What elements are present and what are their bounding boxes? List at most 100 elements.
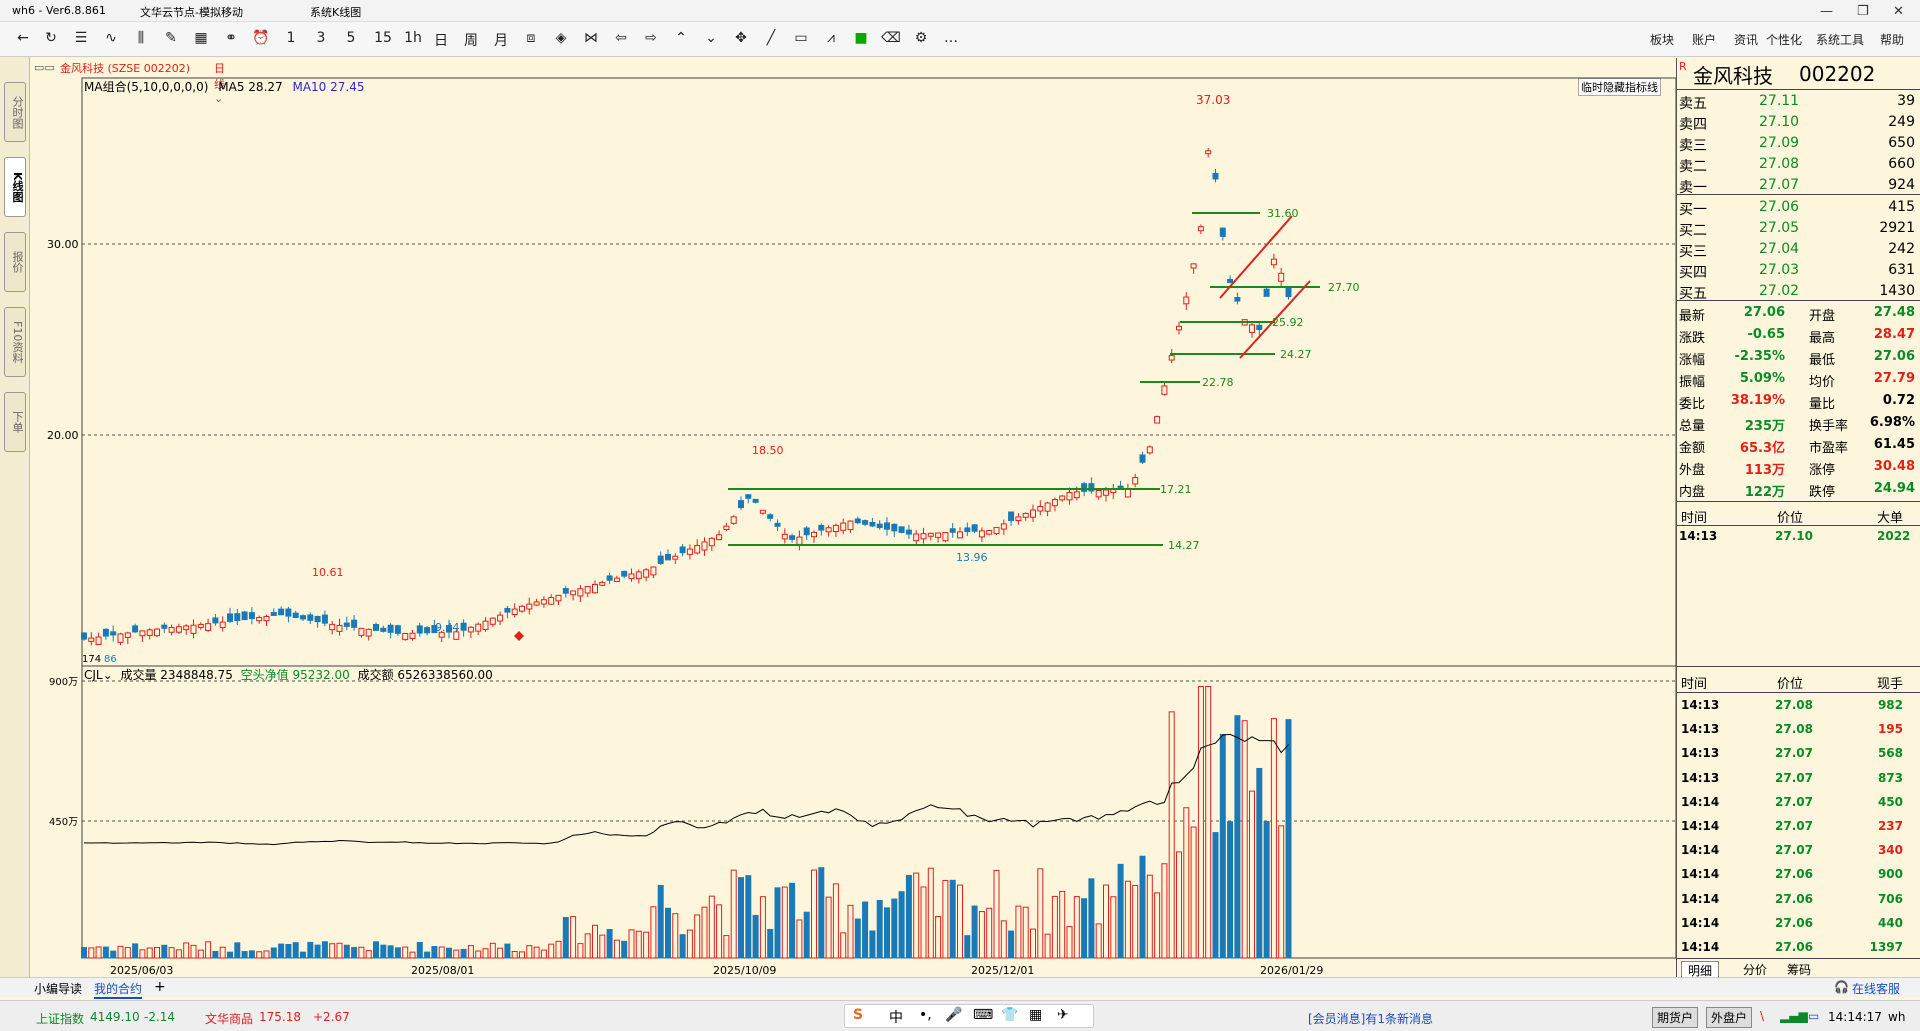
color-icon[interactable]: ■ (854, 30, 868, 46)
wave-icon[interactable]: ⩘ (827, 30, 835, 46)
ask-row[interactable]: 卖三 27.09 650 (1677, 133, 1920, 154)
volume-bar (365, 950, 372, 959)
ma-label[interactable]: MA组合(5,10,0,0,0,0) (84, 80, 209, 94)
menu-personalize[interactable]: 个性化 (1766, 33, 1803, 47)
level-label-1427: 14.27 (1168, 539, 1200, 552)
candle-body (686, 548, 693, 555)
menu-help[interactable]: 帮助 (1880, 33, 1905, 47)
bid-row[interactable]: 买一 27.06 415 (1677, 197, 1920, 218)
volume-bar (519, 951, 525, 959)
candle-body (818, 524, 825, 531)
index1-name[interactable]: 上证指数 (36, 1012, 85, 1026)
channel-upper-line (1219, 215, 1293, 299)
rect-icon[interactable]: ▭ (794, 30, 808, 46)
period-select[interactable]: 日线⌄ (214, 62, 225, 105)
volume-bar (1081, 898, 1088, 959)
period-month[interactable]: 月 (494, 33, 508, 49)
menu-tools[interactable]: 系统工具 (1816, 33, 1865, 47)
zoom-in-icon[interactable]: ◈ (555, 30, 567, 46)
volume-bar (256, 951, 263, 959)
tick-time: 14:14 (1681, 794, 1720, 809)
index2-name[interactable]: 文华商品 (205, 1012, 254, 1026)
restore-icon[interactable]: ❐ (1857, 4, 1869, 19)
tab-price-dist[interactable]: 分价 (1743, 963, 1768, 977)
up-icon[interactable]: ⌃ (675, 30, 687, 46)
ask-row[interactable]: 卖五 27.11 39 (1677, 91, 1920, 112)
period-day[interactable]: 日 (434, 33, 448, 49)
refresh-icon[interactable]: ↻ (45, 30, 57, 46)
candle-body (1219, 227, 1226, 237)
period-week[interactable]: 周 (464, 33, 478, 49)
volume-bar (774, 887, 781, 959)
right-arrow-icon[interactable]: ⇨ (645, 30, 657, 46)
grid-icon[interactable]: ▦ (194, 30, 208, 46)
list-icon[interactable]: ☰ (74, 30, 88, 46)
close-icon[interactable]: ✕ (1893, 4, 1904, 19)
menu-news[interactable]: 资讯 (1734, 33, 1759, 47)
ask-row[interactable]: 卖四 27.10 249 (1677, 112, 1920, 133)
zoom-out-icon[interactable]: ⋈ (584, 30, 598, 46)
period-5[interactable]: 5 (346, 30, 356, 46)
period-1[interactable]: 1 (286, 30, 296, 46)
tab-order[interactable]: 下单 (4, 392, 26, 452)
volume-bar (314, 944, 321, 959)
tab-kline[interactable]: K线图 (4, 157, 26, 217)
eraser-icon[interactable]: ⌫ (881, 30, 901, 46)
tab-chips[interactable]: 筹码 (1787, 963, 1812, 977)
tab-guide[interactable]: 小编导读 (34, 982, 83, 996)
bid-row[interactable]: 买三 27.04 242 (1677, 239, 1920, 260)
foreign-account-button[interactable]: 外盘户 (1706, 1007, 1753, 1028)
tab-f10[interactable]: F10资料 (4, 307, 26, 377)
back-icon[interactable]: ← (17, 30, 29, 46)
candle-body (373, 623, 379, 631)
period-15[interactable]: 15 (374, 30, 392, 46)
volume-bar (1124, 880, 1131, 959)
link-icon[interactable]: ⚭ (225, 30, 237, 46)
ask-row[interactable]: 卖一 27.07 924 (1677, 175, 1920, 196)
stat-value: 5.09% (1739, 371, 1785, 386)
layout-icon[interactable]: ▭▭ (34, 61, 55, 74)
symbol-label[interactable]: 金风科技 (SZSE 002202) (60, 62, 191, 75)
period-3[interactable]: 3 (316, 30, 326, 46)
futures-account-button[interactable]: 期货户 (1652, 1007, 1699, 1028)
ime-bar[interactable]: S 中 •, 🎤 ⌨ 👕 ▦ ✈ (844, 1004, 1094, 1028)
alarm-icon[interactable]: ⏰ (252, 30, 270, 46)
crosshair-icon[interactable]: ✥ (735, 30, 747, 46)
candle-body (628, 573, 635, 580)
minimize-icon[interactable]: — (1820, 4, 1833, 19)
more-icon[interactable]: … (944, 30, 958, 46)
tick-volume: 450 (1877, 794, 1903, 809)
candle-body (1081, 483, 1088, 492)
ask-row[interactable]: 卖二 27.08 660 (1677, 154, 1920, 175)
tab-timeshare[interactable]: 分时图 (4, 82, 26, 142)
tab-detail[interactable]: 明细 (1681, 961, 1720, 980)
custom-period-icon[interactable]: ⧈ (526, 30, 536, 46)
volume-bar (1037, 868, 1044, 959)
member-news-link[interactable]: [会员消息]有1条新消息 (1308, 1012, 1433, 1026)
line-chart-icon[interactable]: ∿ (105, 30, 117, 46)
tab-quote[interactable]: 报价 (4, 232, 26, 292)
add-tab-button[interactable]: + (154, 979, 166, 995)
bid-row[interactable]: 买二 27.05 2921 (1677, 218, 1920, 239)
down-icon[interactable]: ⌄ (705, 30, 717, 46)
menu-sector[interactable]: 板块 (1650, 33, 1675, 47)
level-label-3160: 31.60 (1267, 207, 1299, 220)
bid-row[interactable]: 买四 27.03 631 (1677, 260, 1920, 281)
candle-body (957, 531, 963, 539)
volume-bar (321, 941, 328, 959)
vol-indicator[interactable]: CJL (84, 668, 103, 682)
bid-row[interactable]: 买五 27.02 1430 (1677, 281, 1920, 302)
stat-label: 涨幅 (1679, 353, 1706, 368)
line-draw-icon[interactable]: ╱ (766, 30, 776, 46)
volume-bar (95, 946, 102, 959)
left-arrow-icon[interactable]: ⇦ (615, 30, 627, 46)
period-1h[interactable]: 1h (404, 30, 422, 46)
online-service-link[interactable]: 在线客服 (1852, 982, 1901, 996)
headset-icon[interactable]: 🎧 (1834, 980, 1849, 994)
draw-icon[interactable]: ✎ (165, 30, 177, 46)
settings-icon[interactable]: ⚙ (914, 30, 928, 46)
kline-chart[interactable]: 30.00 20.00 900万 450万 37.03 31.60 27.70 … (30, 76, 1676, 976)
menu-account[interactable]: 账户 (1692, 33, 1717, 47)
tab-my-contracts[interactable]: 我的合约 (94, 980, 143, 999)
candle-icon[interactable]: ⫼ (137, 30, 145, 46)
